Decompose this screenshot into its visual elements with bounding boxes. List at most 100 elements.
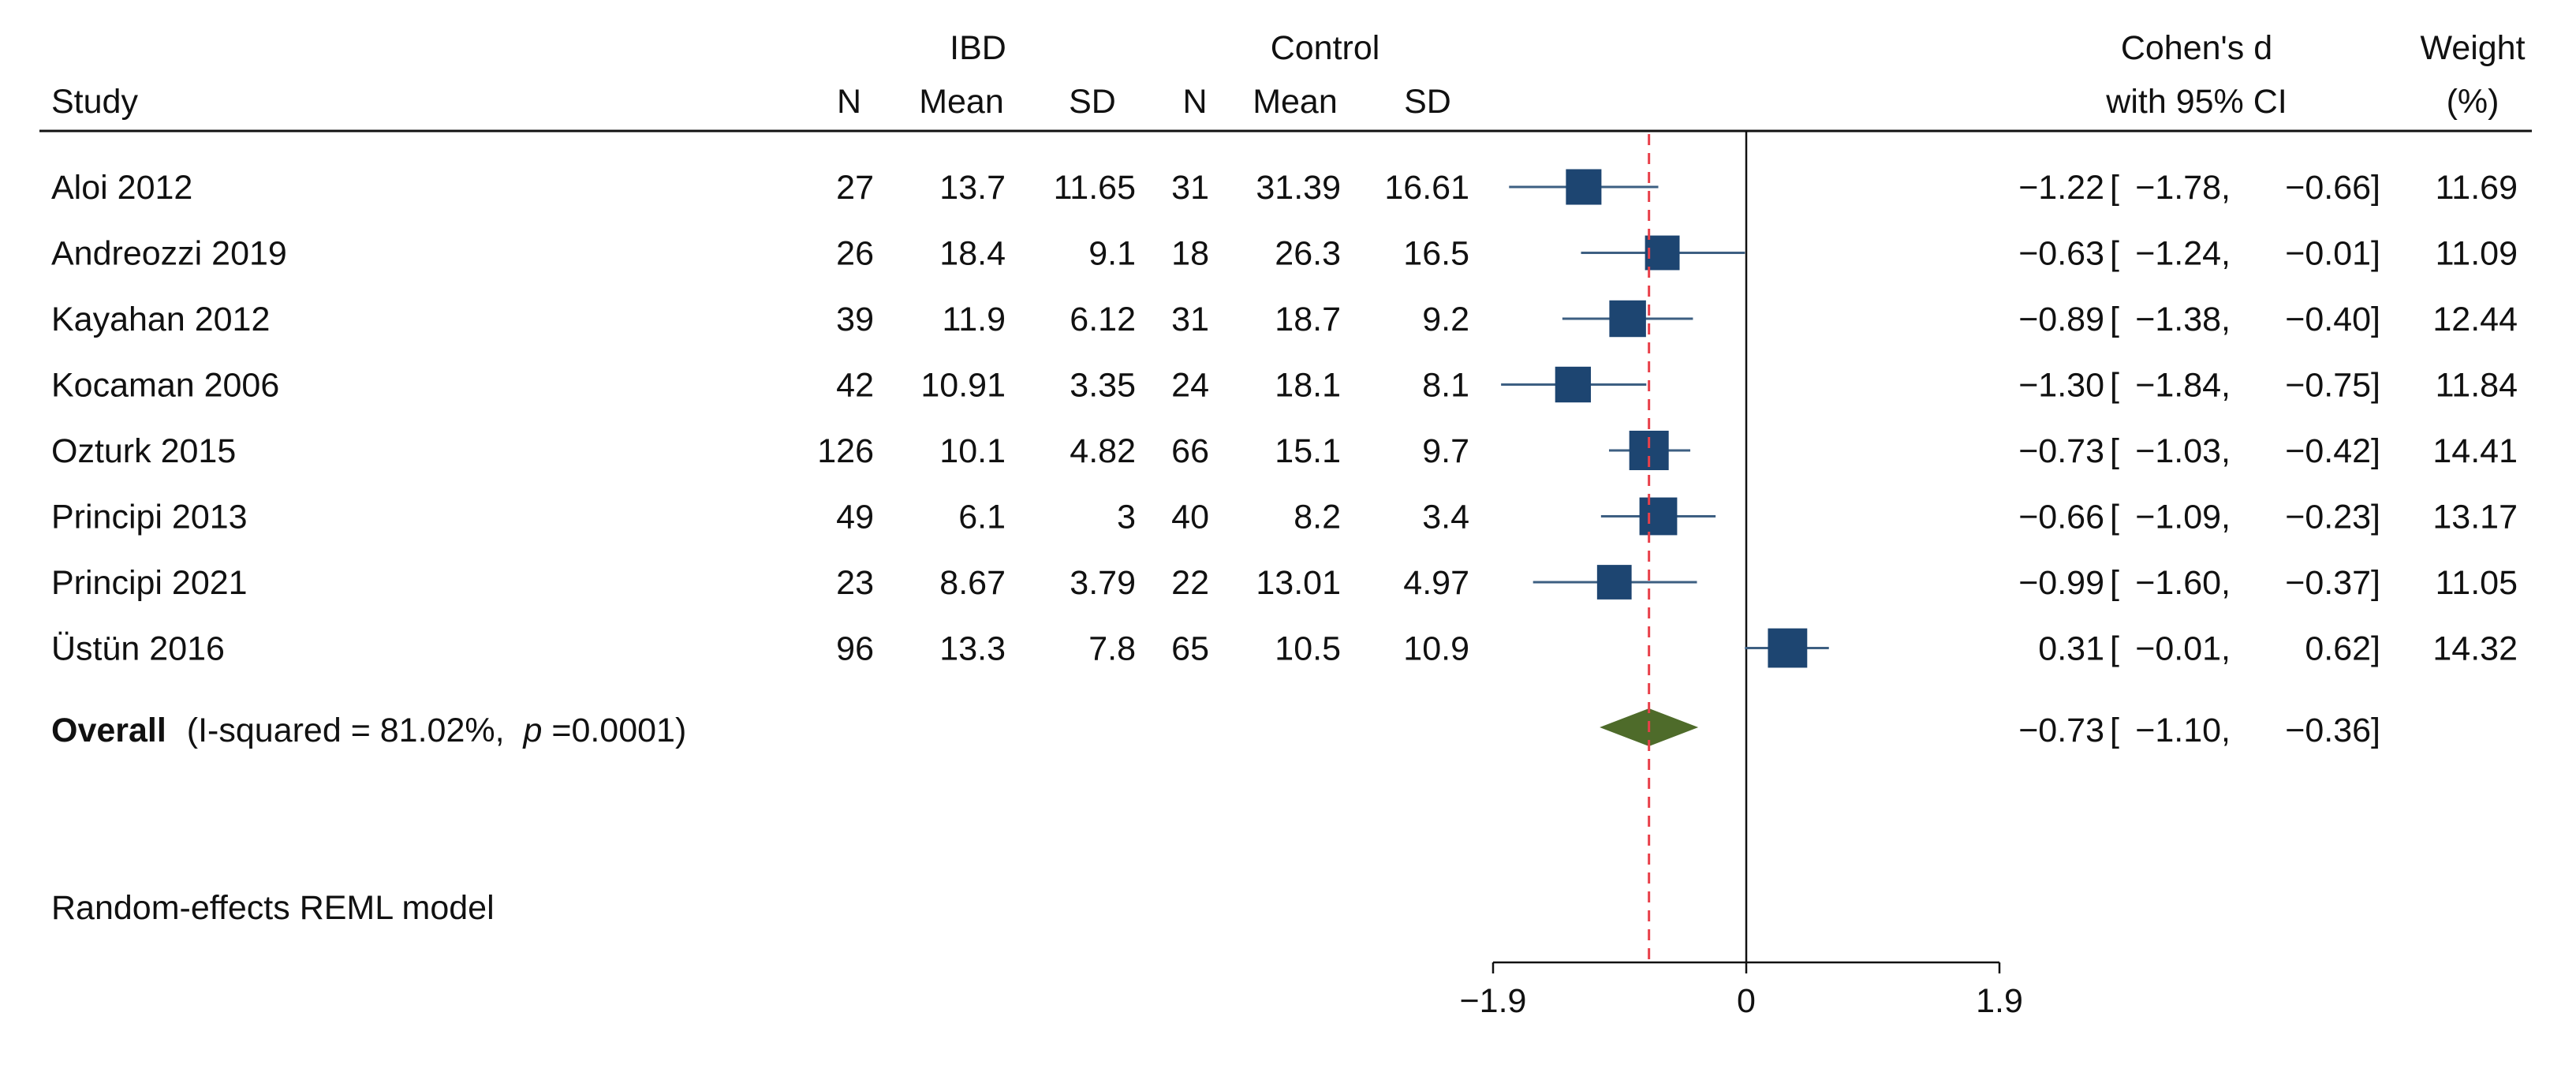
- ibd-sd: 3.79: [1070, 564, 1136, 602]
- effect-value: −0.73: [2018, 432, 2104, 470]
- ci-bracket-open: [: [2110, 169, 2119, 207]
- ci-upper-value: −0.42]: [2285, 432, 2380, 470]
- control-sd: 9.2: [1422, 301, 1469, 338]
- ci-upper-value: −0.75]: [2285, 367, 2380, 405]
- ci-bracket-open: [: [2110, 432, 2119, 470]
- ci-bracket-open: [: [2110, 235, 2119, 273]
- overall-label-bold: Overall: [51, 712, 166, 749]
- ibd-mean: 13.7: [939, 169, 1006, 207]
- weight-value: 11.84: [2436, 367, 2518, 405]
- header-sd2: SD: [1404, 83, 1451, 121]
- ibd-n: 39: [836, 301, 874, 338]
- weight-value: 14.41: [2432, 432, 2518, 470]
- ibd-mean: 10.91: [920, 367, 1006, 405]
- ibd-n: 23: [836, 564, 874, 602]
- effect-box: [1566, 169, 1602, 205]
- weight-value: 14.32: [2432, 630, 2518, 668]
- control-sd: 16.61: [1384, 169, 1469, 207]
- ibd-sd: 4.82: [1070, 432, 1136, 470]
- ibd-mean: 10.1: [939, 432, 1006, 470]
- control-sd: 8.1: [1422, 367, 1469, 405]
- control-n: 24: [1171, 367, 1209, 405]
- x-tick-label: 1.9: [1976, 982, 2023, 1020]
- control-mean: 18.1: [1275, 367, 1341, 405]
- x-tick-label: 0: [1737, 982, 1756, 1020]
- effect-box: [1639, 497, 1678, 536]
- control-sd: 10.9: [1403, 630, 1469, 668]
- control-mean: 26.3: [1275, 235, 1341, 273]
- ci-lower-value: −1.84,: [2135, 367, 2231, 405]
- ibd-mean: 11.9: [943, 301, 1006, 338]
- control-mean: 10.5: [1275, 630, 1341, 668]
- control-sd: 3.4: [1422, 499, 1469, 536]
- control-sd: 16.5: [1403, 235, 1469, 273]
- x-tick-label: −1.9: [1460, 982, 1527, 1020]
- ibd-mean: 18.4: [939, 235, 1006, 273]
- ci-lower-value: −1.09,: [2135, 499, 2231, 536]
- effect-value: −1.30: [2018, 367, 2104, 405]
- control-n: 40: [1171, 499, 1209, 536]
- overall-hi-value: −0.36]: [2285, 712, 2380, 749]
- ibd-sd: 9.1: [1088, 235, 1136, 273]
- header-mean2: Mean: [1253, 83, 1338, 121]
- study-name: Üstün 2016: [51, 630, 225, 668]
- ibd-n: 96: [836, 630, 874, 668]
- ci-lower-value: −1.38,: [2135, 301, 2231, 338]
- weight-value: 12.44: [2432, 301, 2518, 338]
- ci-bracket-open: [: [2110, 630, 2119, 668]
- effect-box: [1609, 300, 1646, 338]
- effect-box: [1768, 628, 1808, 668]
- study-name: Principi 2013: [51, 499, 248, 536]
- ibd-sd: 3.35: [1070, 367, 1136, 405]
- ibd-sd: 7.8: [1088, 630, 1136, 668]
- model-note: Random-effects REML model: [51, 889, 495, 927]
- header-n2: N: [1182, 83, 1207, 121]
- study-name: Aloi 2012: [51, 169, 192, 207]
- ibd-n: 27: [836, 169, 874, 207]
- effect-value: 0.31: [2038, 630, 2104, 668]
- weight-value: 11.09: [2436, 235, 2518, 273]
- header-group1: IBD: [950, 29, 1006, 67]
- ci-upper-value: −0.23]: [2285, 499, 2380, 536]
- study-name: Kayahan 2012: [51, 301, 270, 338]
- header-group2: Control: [1271, 29, 1380, 67]
- effect-box: [1596, 565, 1632, 600]
- ci-lower-value: −1.03,: [2135, 432, 2231, 470]
- control-n: 31: [1171, 301, 1209, 338]
- ibd-sd: 3: [1117, 499, 1136, 536]
- effect-box: [1555, 366, 1592, 403]
- control-n: 22: [1171, 564, 1209, 602]
- control-n: 31: [1171, 169, 1209, 207]
- header-weight-line1: Weight: [2420, 29, 2525, 67]
- overall-label-p: p: [521, 712, 542, 749]
- effect-value: −0.89: [2018, 301, 2104, 338]
- ci-bracket-open: [: [2110, 301, 2119, 338]
- ibd-sd: 6.12: [1070, 301, 1136, 338]
- control-sd: 9.7: [1422, 432, 1469, 470]
- header-n1: N: [837, 83, 861, 121]
- ci-lower-value: −0.01,: [2135, 630, 2231, 668]
- study-name: Principi 2021: [51, 564, 248, 602]
- ci-bracket-open: [: [2110, 564, 2119, 602]
- x-axis: −1.9 0 1.9: [1460, 961, 2023, 1020]
- ci-lower-value: −1.24,: [2135, 235, 2231, 273]
- study-name: Kocaman 2006: [51, 367, 279, 405]
- study-rows: Aloi 2012 27 13.7 11.65 31 31.39 16.61 −1.22[−1…: [51, 134, 2518, 962]
- weight-value: 11.05: [2436, 564, 2518, 602]
- ci-upper-value: −0.66]: [2285, 169, 2380, 207]
- control-n: 66: [1171, 432, 1209, 470]
- ibd-mean: 6.1: [958, 499, 1006, 536]
- overall-label: Overall (I-squared = 81.02%, p =0.0001): [51, 712, 686, 749]
- control-sd: 4.97: [1403, 564, 1469, 602]
- ci-bracket-open: [: [2110, 367, 2119, 405]
- weight-value: 11.69: [2436, 169, 2518, 207]
- study-name: Andreozzi 2019: [51, 235, 287, 273]
- ibd-mean: 13.3: [939, 630, 1006, 668]
- header-sd1: SD: [1069, 83, 1116, 121]
- effect-box: [1645, 235, 1680, 271]
- effect-value: −1.22: [2018, 169, 2104, 207]
- overall-bracket-open: [: [2110, 712, 2119, 749]
- ci-lower-value: −1.60,: [2135, 564, 2231, 602]
- ibd-n: 49: [836, 499, 874, 536]
